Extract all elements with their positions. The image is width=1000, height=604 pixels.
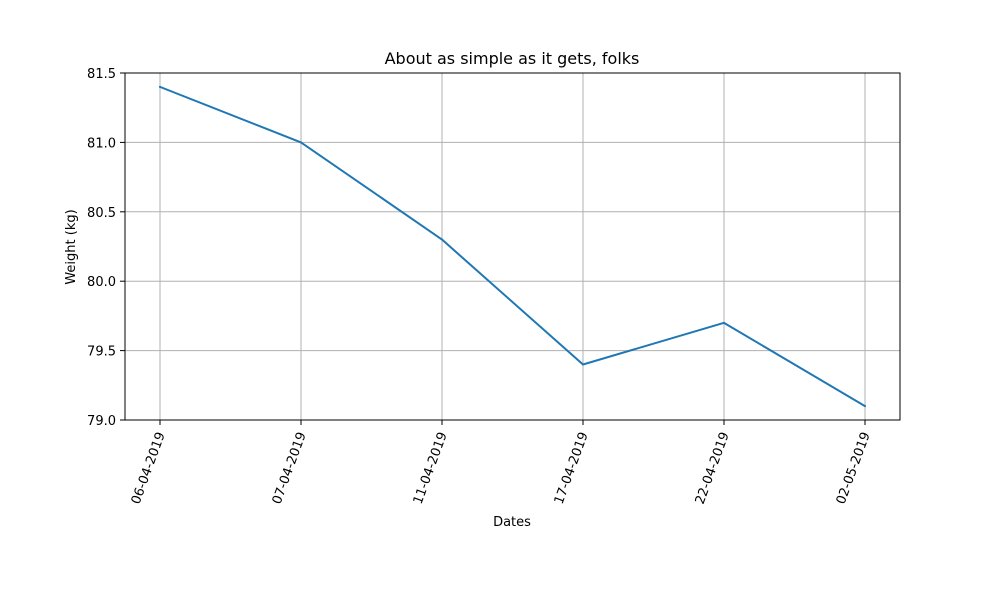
y-axis-ticks: 79.0 79.5 80.0 80.5 81.0 81.5 (87, 67, 125, 429)
data-point (582, 363, 584, 366)
y-tick-label: 81.5 (87, 67, 116, 82)
y-tick-label: 80.5 (87, 206, 116, 221)
y-tick-label: 81.0 (87, 136, 116, 151)
data-point (864, 405, 866, 408)
data-point (723, 321, 725, 324)
y-tick-label: 80.0 (87, 275, 116, 290)
x-axis-label: Dates (493, 515, 531, 530)
y-tick-label: 79.0 (87, 414, 116, 429)
series-line (159, 85, 866, 408)
series-points (159, 85, 866, 408)
data-point (159, 85, 161, 88)
y-tick-label: 79.5 (87, 345, 116, 360)
plot-frame (124, 72, 901, 421)
chart-title: About as simple as it gets, folks (385, 49, 640, 68)
data-point (300, 141, 302, 144)
data-point (441, 238, 443, 241)
y-axis-label: Weight (kg) (64, 209, 79, 284)
